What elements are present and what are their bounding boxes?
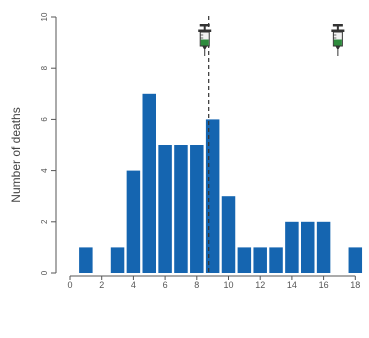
bar (269, 247, 283, 273)
bar (158, 145, 172, 273)
x-tick-label: 4 (131, 280, 136, 290)
bar (253, 247, 267, 273)
x-tick-label: 6 (163, 280, 168, 290)
bar (237, 247, 252, 273)
y-tick-label: 0 (40, 270, 49, 275)
x-tick-label: 2 (99, 280, 104, 290)
bar-series (79, 93, 363, 274)
bar (174, 145, 188, 273)
bar (348, 247, 363, 273)
y-tick-label: 10 (40, 12, 49, 21)
bar (79, 247, 93, 273)
x-tick-label: 14 (287, 280, 297, 290)
syringe-icon (330, 23, 345, 57)
x-tick-label: 0 (67, 280, 72, 290)
chart-overlays (197, 16, 345, 273)
bar (285, 221, 299, 273)
x-axis: 0 2 4 6 8 10 12 14 16 18 (67, 275, 360, 290)
x-tick-label: 12 (255, 280, 265, 290)
y-tick-label: 4 (40, 168, 49, 173)
bar (205, 119, 220, 274)
bar (142, 93, 156, 273)
bar (110, 247, 125, 273)
bar (301, 221, 315, 273)
y-tick-label: 6 (40, 117, 49, 122)
bar (190, 145, 204, 273)
y-axis: 0 2 4 6 8 10 (40, 12, 57, 275)
bar (126, 170, 141, 273)
y-tick-label: 2 (40, 219, 49, 224)
x-tick-label: 10 (223, 280, 233, 290)
x-tick-label: 8 (194, 280, 199, 290)
y-axis-title: Number of deaths (9, 107, 23, 202)
x-tick-label: 18 (350, 280, 360, 290)
bar (221, 196, 236, 273)
y-tick-label: 8 (40, 65, 49, 70)
x-tick-label: 16 (319, 280, 329, 290)
bar (316, 221, 331, 273)
